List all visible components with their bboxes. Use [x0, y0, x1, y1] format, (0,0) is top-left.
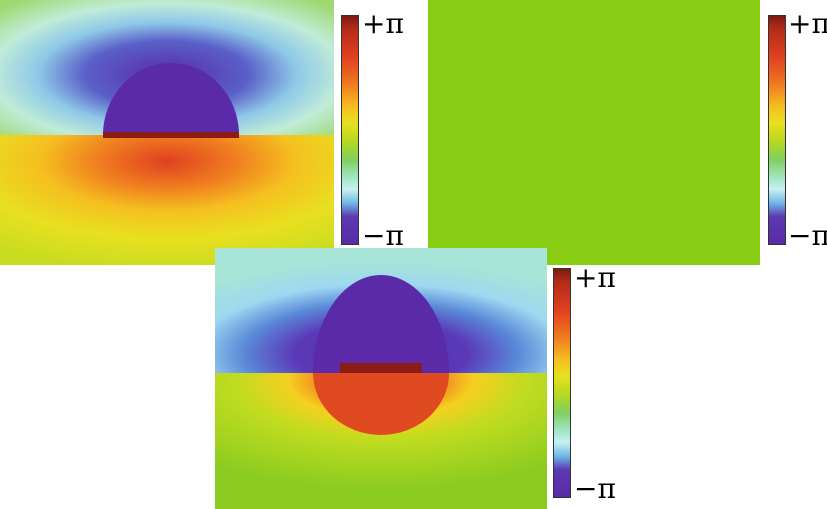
colorbar-bottom — [553, 268, 571, 498]
phase-map-bottom-canvas — [215, 248, 547, 509]
colorbar-bottom-max-label: +π — [574, 261, 616, 294]
phase-map-top-right — [428, 0, 760, 265]
colorbar-bottom-min-label: −π — [574, 472, 616, 505]
phase-map-top-left — [0, 0, 334, 265]
colorbar-top-right-min-label: −π — [788, 219, 827, 252]
colorbar-top-left-max-label: +π — [362, 7, 404, 40]
phase-map-top-left-canvas — [0, 0, 334, 265]
colorbar-top-left-min-label: −π — [362, 219, 404, 252]
colorbar-top-right — [768, 15, 786, 245]
colorbar-top-left — [341, 15, 359, 245]
phase-map-bottom — [215, 248, 547, 509]
colorbar-top-right-max-label: +π — [788, 7, 827, 40]
